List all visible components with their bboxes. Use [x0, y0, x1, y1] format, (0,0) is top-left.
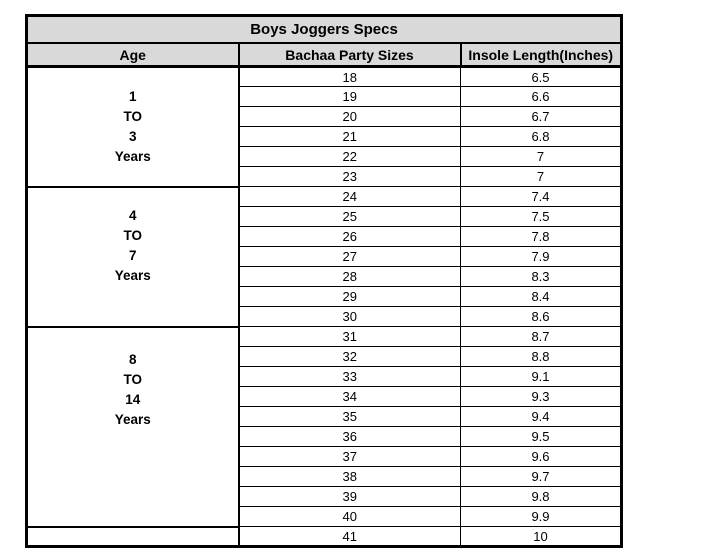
table-row: 4 TO 7 Years 24 7.4 — [26, 185, 622, 328]
insole-cell: 9.5 — [460, 426, 622, 447]
age-line: 1 — [128, 88, 137, 104]
table-row: 30 8.6 — [27, 306, 622, 327]
age-line: Years — [114, 148, 151, 164]
insole-cell: 6.7 — [460, 106, 622, 127]
age-line: 8 — [128, 351, 137, 367]
size-cell: 24 — [238, 186, 461, 207]
insole-cell: 6.5 — [460, 66, 622, 87]
insole-cell: 8.7 — [460, 326, 622, 347]
age-line: 3 — [128, 128, 137, 144]
table-row: 41 10 — [26, 525, 622, 548]
specs-table: Boys Joggers Specs Age Bachaa Party Size… — [25, 14, 623, 548]
insole-cell: 9.3 — [460, 386, 622, 407]
header-row: Age Bachaa Party Sizes Insole Length(Inc… — [25, 43, 623, 68]
age-line: 4 — [128, 207, 137, 223]
size-cell: 23 — [238, 166, 461, 187]
age-line: Years — [114, 411, 151, 427]
size-cell: 31 — [238, 326, 461, 347]
insole-cell: 6.8 — [460, 126, 622, 147]
age-group-8-14: 8 TO 14 Years — [26, 325, 240, 528]
size-cell: 35 — [238, 406, 461, 427]
insole-cell: 7 — [460, 166, 622, 187]
table-row: 32 8.8 — [27, 346, 622, 367]
age-group-label: 8 TO 14 Years — [28, 350, 237, 430]
table-row: 1 TO 3 Years 18 6.5 — [26, 65, 622, 188]
title-row: Boys Joggers Specs — [26, 15, 622, 44]
size-cell: 19 — [238, 86, 461, 107]
insole-cell: 9.1 — [460, 366, 622, 387]
age-line: TO — [123, 108, 142, 124]
insole-cell: 7.5 — [460, 206, 622, 227]
size-cell: 30 — [238, 306, 461, 327]
table-row: 38 9.7 — [27, 466, 622, 487]
insole-cell: 8.6 — [460, 306, 622, 327]
size-cell: 29 — [238, 286, 461, 307]
insole-cell: 6.6 — [460, 86, 622, 107]
age-line: 7 — [128, 247, 137, 263]
size-cell: 40 — [238, 506, 461, 527]
table-row: 29 8.4 — [27, 286, 622, 307]
size-cell: 28 — [238, 266, 461, 287]
age-group-label: 1 TO 3 Years — [28, 87, 237, 167]
table-title: Boys Joggers Specs — [26, 15, 622, 44]
age-line: 14 — [125, 391, 141, 407]
table-row: 21 6.8 — [27, 126, 622, 147]
size-cell: 32 — [238, 346, 461, 367]
size-cell: 41 — [238, 526, 461, 547]
age-line: TO — [123, 371, 142, 387]
table-row: 33 9.1 — [27, 366, 622, 387]
table-row: 19 6.6 — [27, 86, 622, 107]
insole-cell: 9.8 — [460, 486, 622, 507]
size-cell: 34 — [238, 386, 461, 407]
table-row: 25 7.5 — [27, 206, 622, 227]
table-row: 28 8.3 — [27, 266, 622, 287]
size-cell: 33 — [238, 366, 461, 387]
size-cell: 22 — [238, 146, 461, 167]
insole-cell: 9.4 — [460, 406, 622, 427]
insole-cell: 9.6 — [460, 446, 622, 467]
size-cell: 20 — [238, 106, 461, 127]
table-row: 23 7 — [27, 166, 622, 187]
insole-cell: 8.8 — [460, 346, 622, 367]
insole-cell: 7 — [460, 146, 622, 167]
column-header-sizes: Bachaa Party Sizes — [237, 43, 462, 68]
age-group-4-7: 4 TO 7 Years — [26, 185, 240, 328]
size-cell: 38 — [238, 466, 461, 487]
size-cell: 25 — [238, 206, 461, 227]
insole-cell: 7.9 — [460, 246, 622, 267]
insole-cell: 10 — [460, 526, 622, 547]
size-cell: 37 — [238, 446, 461, 467]
table-row: 8 TO 14 Years 31 8.7 — [26, 325, 622, 528]
table-row: 26 7.8 — [27, 226, 622, 247]
age-line: Years — [114, 267, 151, 283]
size-cell: 21 — [238, 126, 461, 147]
insole-cell: 9.9 — [460, 506, 622, 527]
column-header-insole: Insole Length(Inches) — [459, 43, 623, 68]
size-cell: 39 — [238, 486, 461, 507]
insole-cell: 9.7 — [460, 466, 622, 487]
insole-cell: 8.3 — [460, 266, 622, 287]
age-group-empty — [26, 525, 240, 548]
insole-cell: 8.4 — [460, 286, 622, 307]
age-group-label: 4 TO 7 Years — [28, 206, 237, 286]
table-row: 35 9.4 — [27, 406, 622, 427]
size-cell: 26 — [238, 226, 461, 247]
column-header-age: Age — [25, 43, 240, 68]
age-group-1-3: 1 TO 3 Years — [26, 65, 240, 188]
insole-cell: 7.4 — [460, 186, 622, 207]
age-line: TO — [123, 227, 142, 243]
size-cell: 36 — [238, 426, 461, 447]
size-cell: 18 — [238, 66, 461, 87]
size-cell: 27 — [238, 246, 461, 267]
table-row: 20 6.7 — [27, 106, 622, 127]
insole-cell: 7.8 — [460, 226, 622, 247]
